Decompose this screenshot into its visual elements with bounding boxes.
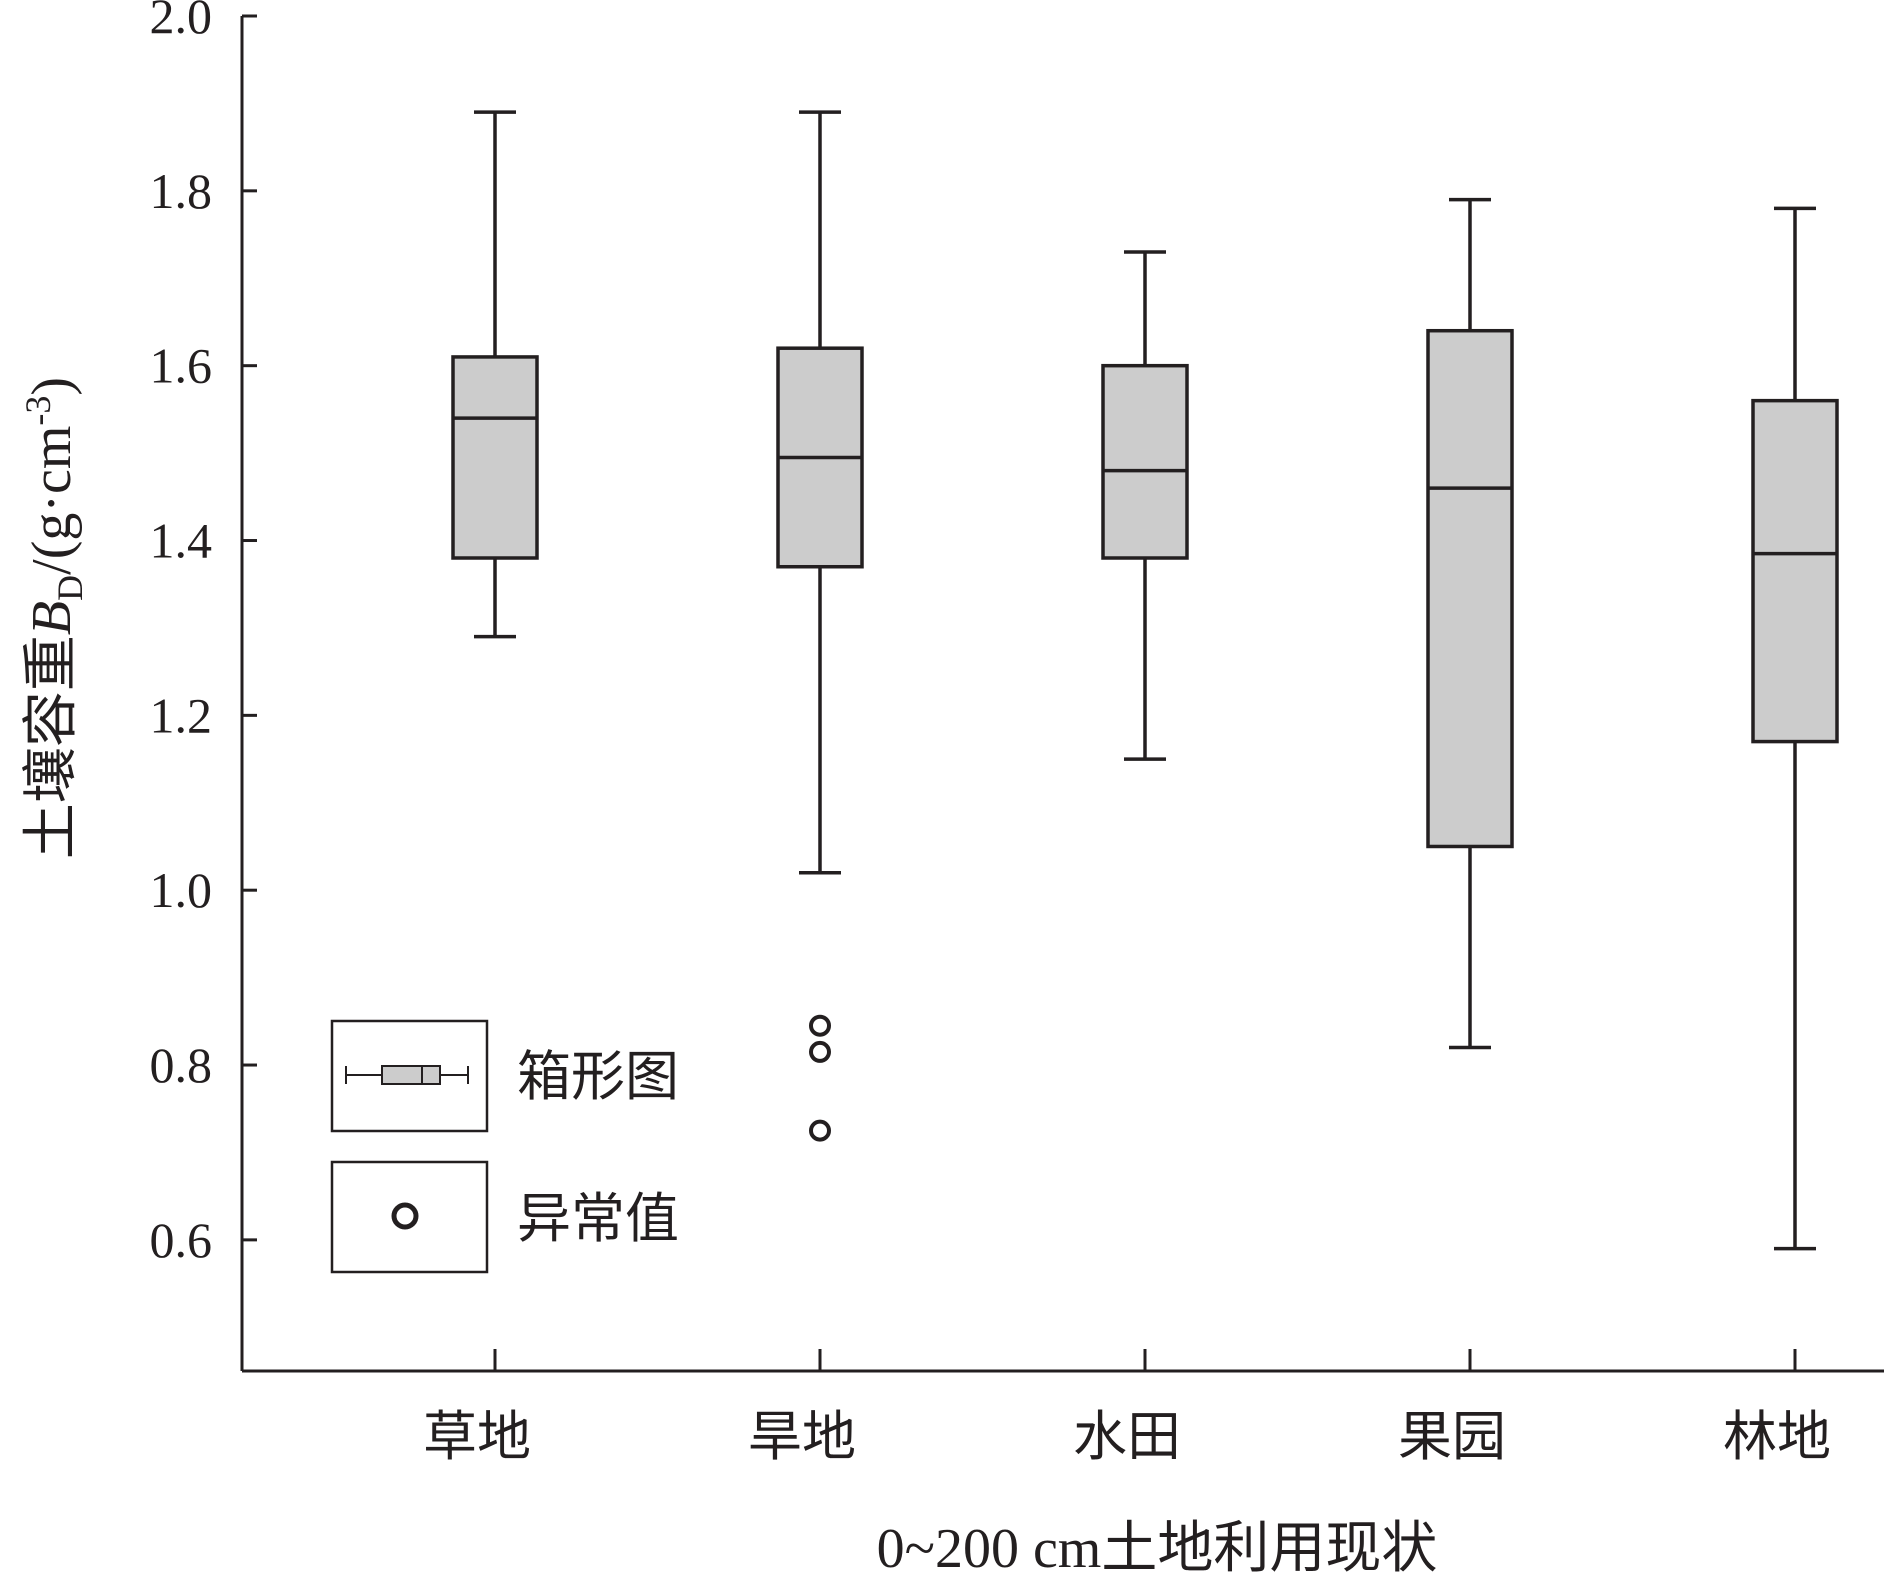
legend-outlier-symbol	[391, 1202, 419, 1230]
iqr-box	[1426, 328, 1514, 849]
x-category-label: 林地	[1723, 1407, 1831, 1467]
y-title-sup: -3	[18, 396, 58, 426]
legend: 箱形图 异常值	[330, 1019, 679, 1274]
y-tick-label: 1.8	[150, 163, 213, 219]
box-group	[1751, 206, 1839, 1251]
outlier-point	[809, 1119, 831, 1142]
y-title-var: B	[21, 601, 83, 635]
y-tick-label: 2.0	[150, 0, 213, 44]
x-category-label: 草地	[423, 1407, 531, 1467]
y-axis-title: 土壤容重BD/(g·cm-3)	[18, 377, 90, 859]
y-title-close: )	[21, 377, 83, 396]
legend-box-symbol	[381, 1065, 441, 1085]
legend-label-outlier: 异常值	[517, 1189, 679, 1249]
axes	[240, 16, 1884, 1373]
iqr-box	[1101, 363, 1189, 560]
x-category-label: 水田	[1073, 1407, 1181, 1467]
outlier-point	[809, 1040, 831, 1063]
box-group	[776, 110, 864, 1142]
y-title-main: 土壤容重	[21, 635, 83, 859]
y-tick-label: 1.4	[150, 513, 213, 569]
legend-item-box: 箱形图	[330, 1019, 679, 1133]
y-tick-label: 1.2	[150, 687, 213, 743]
x-ticks: 草地 旱地 水田 果园 林地	[423, 1349, 1831, 1467]
iqr-box	[451, 355, 539, 560]
y-tick-label: 1.0	[150, 862, 213, 918]
box-group	[1101, 250, 1189, 761]
box-group	[451, 110, 539, 639]
box-group	[1426, 197, 1514, 1050]
outlier-point	[809, 1014, 831, 1037]
legend-item-outlier: 异常值	[330, 1160, 679, 1274]
boxes	[451, 110, 1839, 1251]
y-tick-label: 0.6	[150, 1212, 213, 1268]
y-ticks: 0.6 0.8 1.0 1.2 1.4 1.6 1.8 2.0	[150, 0, 257, 1268]
y-title-unit: /(g·cm	[21, 426, 83, 575]
y-tick-label: 0.8	[150, 1037, 213, 1093]
y-tick-label: 1.6	[150, 338, 213, 394]
x-category-label: 旱地	[748, 1407, 856, 1467]
x-axis-title: 0~200 cm土地利用现状	[877, 1518, 1438, 1580]
iqr-box	[1751, 398, 1839, 744]
y-title-sub: D	[50, 575, 90, 601]
legend-label-box: 箱形图	[517, 1047, 679, 1107]
x-category-label: 果园	[1398, 1407, 1506, 1467]
